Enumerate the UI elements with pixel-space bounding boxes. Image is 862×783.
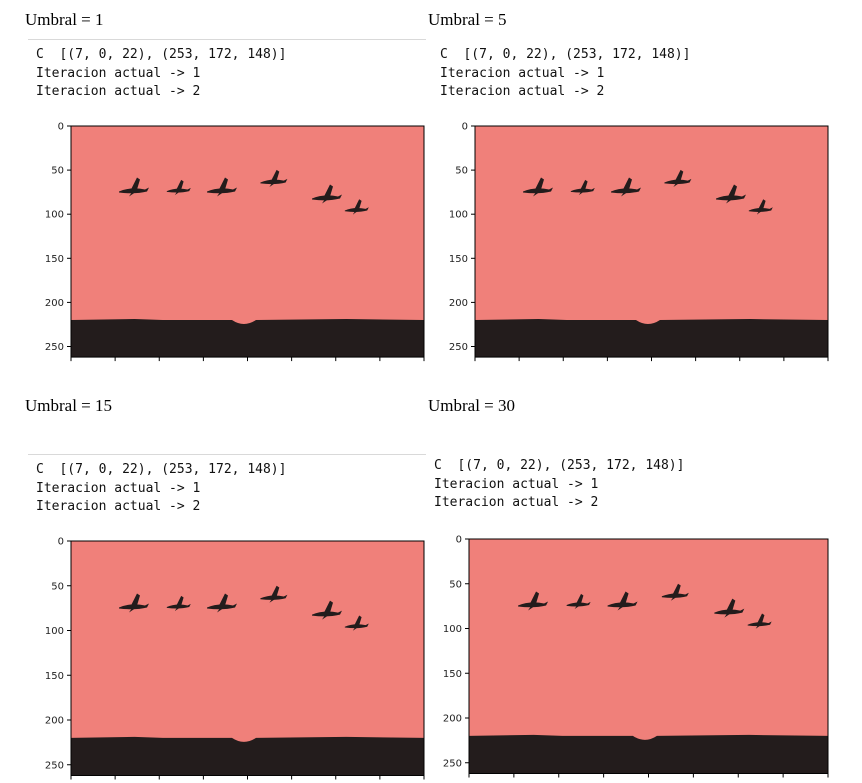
- output-line: C [(7, 0, 22), (253, 172, 148)]: [434, 458, 685, 473]
- y-tick-label: 100: [45, 626, 64, 637]
- sky-region: [469, 539, 828, 774]
- output-line: Iteracion actual -> 1: [36, 65, 201, 81]
- bird-silhouette: [523, 177, 553, 197]
- panel-4-title: Umbral = 30: [428, 396, 516, 415]
- bird-silhouette: [714, 598, 745, 618]
- bird-silhouette: [607, 591, 638, 611]
- bird-silhouette: [260, 585, 288, 603]
- y-tick-label: 50: [449, 579, 462, 590]
- bird-silhouette: [611, 177, 641, 197]
- sky-region: [475, 126, 828, 358]
- y-tick-label: 200: [45, 298, 64, 309]
- y-tick-label: 0: [456, 535, 462, 546]
- y-tick-label: 0: [58, 537, 64, 548]
- panel-4-output: C [(7, 0, 22), (253, 172, 148)] Iteracio…: [434, 457, 684, 513]
- panel-3-title: Umbral = 15: [25, 396, 113, 415]
- bird-silhouette: [747, 613, 772, 629]
- y-tick-label: 150: [443, 669, 462, 680]
- output-line: Iteracion actual -> 2: [36, 84, 201, 99]
- bird-silhouette: [716, 184, 746, 204]
- y-tick-label: 0: [462, 122, 468, 133]
- plot-frame: [468, 538, 829, 774]
- y-tick-label: 100: [45, 210, 64, 221]
- bird-silhouette: [166, 595, 191, 612]
- bird-silhouette: [664, 169, 692, 187]
- bird-silhouette: [518, 591, 549, 611]
- y-tick-label: 100: [449, 210, 468, 221]
- ground-region: [71, 736, 424, 776]
- bird-silhouette: [312, 600, 342, 620]
- panel-3-output: C [(7, 0, 22), (253, 172, 148)] Iteracio…: [36, 461, 286, 517]
- y-tick-label: 0: [58, 122, 64, 133]
- plot-frame: [474, 125, 829, 358]
- y-tick-label: 150: [45, 254, 64, 265]
- output-line: Iteracion actual -> 1: [434, 476, 599, 492]
- ground-region: [71, 319, 424, 358]
- bird-silhouette: [207, 177, 237, 197]
- panel-4-plot: 0 50 100 150 200 250: [443, 535, 829, 778]
- bird-silhouette: [344, 615, 369, 631]
- y-tick-label: 50: [51, 581, 64, 592]
- y-tick-label: 150: [45, 671, 64, 682]
- output-line: C [(7, 0, 22), (253, 172, 148)]: [36, 462, 287, 477]
- bird-silhouette: [661, 583, 689, 601]
- output-line: Iteracion actual -> 1: [440, 65, 605, 81]
- plot-frame: [70, 125, 425, 358]
- y-tick-label: 50: [51, 166, 64, 177]
- bird-silhouette: [748, 199, 773, 215]
- y-tick-label: 250: [45, 760, 64, 771]
- bird-silhouette: [312, 184, 342, 204]
- panel-3-output-divider: [28, 454, 426, 455]
- bird-silhouette: [119, 177, 149, 197]
- bird-silhouette: [166, 179, 191, 196]
- y-tick-label: 150: [449, 254, 468, 265]
- output-line: Iteracion actual -> 2: [440, 84, 605, 99]
- output-line: C [(7, 0, 22), (253, 172, 148)]: [440, 47, 691, 62]
- y-tick-label: 250: [45, 342, 64, 353]
- y-tick-label: 200: [45, 716, 64, 727]
- panel-2-plot: 0 50 100 150 200 250: [449, 122, 829, 362]
- y-tick-label: 250: [443, 758, 462, 769]
- panel-2-title: Umbral = 5: [428, 10, 507, 29]
- panel-1-output: C [(7, 0, 22), (253, 172, 148)] Iteracio…: [36, 46, 286, 102]
- panel-3-plot: 0 50 100 150 200 250: [45, 537, 425, 780]
- bird-silhouette: [207, 593, 237, 613]
- bird-silhouette: [119, 593, 149, 613]
- sky-region: [71, 126, 424, 358]
- y-tick-label: 250: [449, 342, 468, 353]
- bird-silhouette: [566, 593, 591, 610]
- ground-region: [469, 734, 828, 774]
- output-line: Iteracion actual -> 2: [36, 499, 201, 514]
- output-line: C [(7, 0, 22), (253, 172, 148)]: [36, 47, 287, 62]
- ground-region: [475, 319, 828, 358]
- panel-1-output-divider: [28, 39, 426, 40]
- panel-1-plot: 0 50 100 150 200 250: [45, 122, 425, 362]
- panel-2-output: C [(7, 0, 22), (253, 172, 148)] Iteracio…: [440, 46, 690, 102]
- y-tick-label: 100: [443, 624, 462, 635]
- sky-region: [71, 541, 424, 776]
- bird-silhouette: [570, 179, 595, 196]
- bird-silhouette: [344, 199, 369, 215]
- y-tick-label: 200: [443, 714, 462, 725]
- panel-1-title: Umbral = 1: [25, 10, 104, 29]
- y-tick-label: 200: [449, 298, 468, 309]
- output-line: Iteracion actual -> 2: [434, 495, 599, 510]
- bird-silhouette: [260, 169, 288, 187]
- output-line: Iteracion actual -> 1: [36, 480, 201, 496]
- plot-frame: [70, 540, 425, 776]
- y-tick-label: 50: [455, 166, 468, 177]
